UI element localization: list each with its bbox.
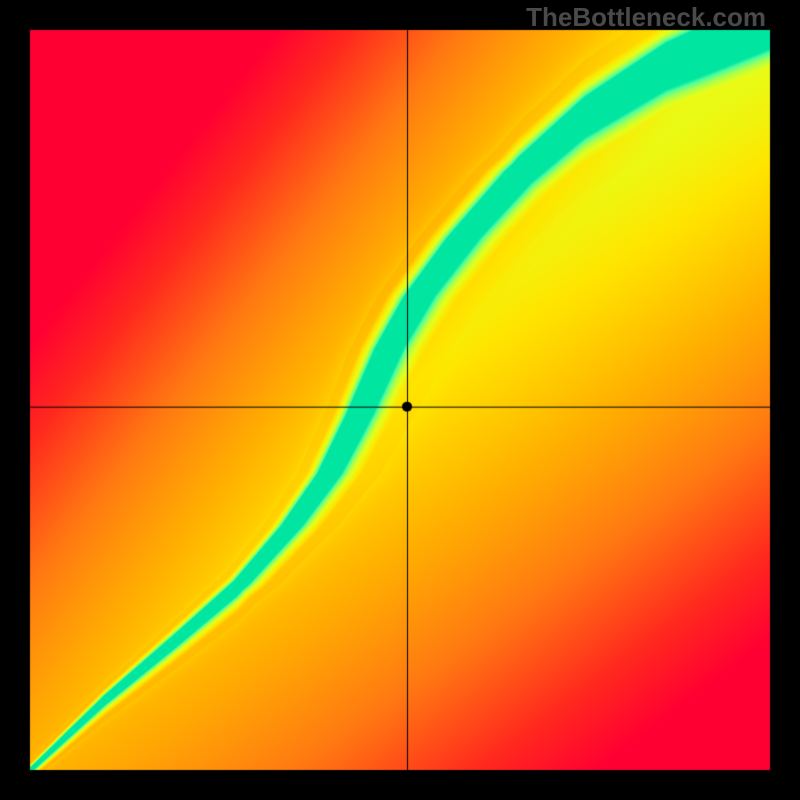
- heatmap-canvas: [0, 0, 800, 800]
- chart-container: TheBottleneck.com: [0, 0, 800, 800]
